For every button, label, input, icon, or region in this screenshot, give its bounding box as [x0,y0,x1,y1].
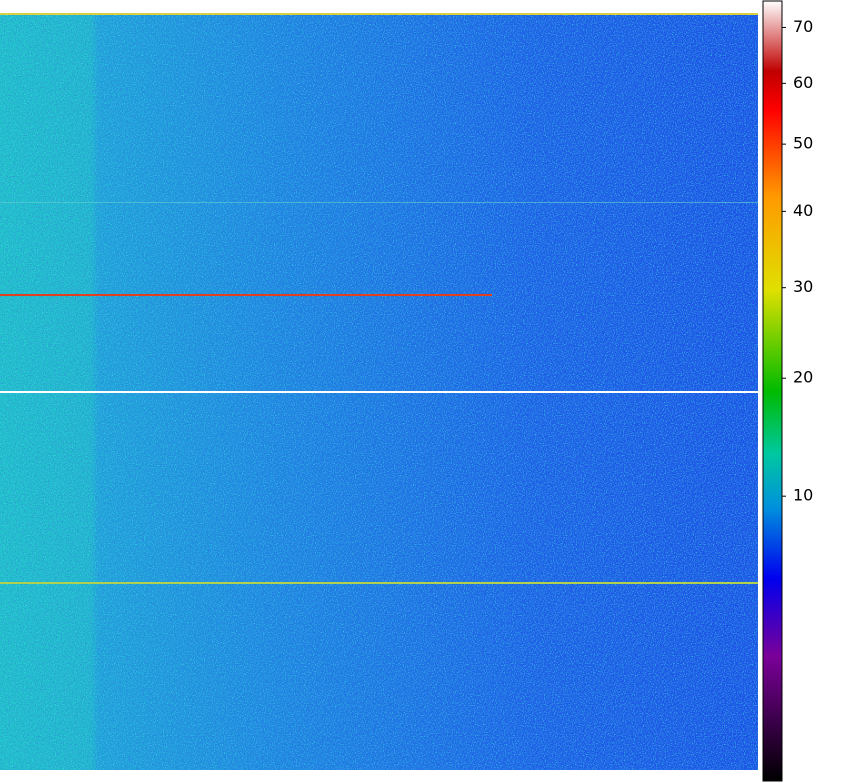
colorbar-tick-label: 40 [793,201,813,220]
colorbar-tick-label: 70 [793,17,813,36]
colorbar-tick-label: 30 [793,277,813,296]
colorbar-scale [762,0,783,782]
image [0,13,758,770]
colorbar-tick-label: 60 [793,73,813,92]
image-stripe [0,13,758,15]
colorbar-tick-label: 10 [793,486,813,505]
image-stripe [0,391,758,393]
image-stripe [0,294,492,296]
image-stripe [0,202,758,203]
colorbar-tick-label: 50 [793,134,813,153]
colorbar-tick-label: 20 [793,368,813,387]
image-stripe [0,582,758,584]
colorbar: 10 20 30 40 50 60 70 [762,0,813,782]
